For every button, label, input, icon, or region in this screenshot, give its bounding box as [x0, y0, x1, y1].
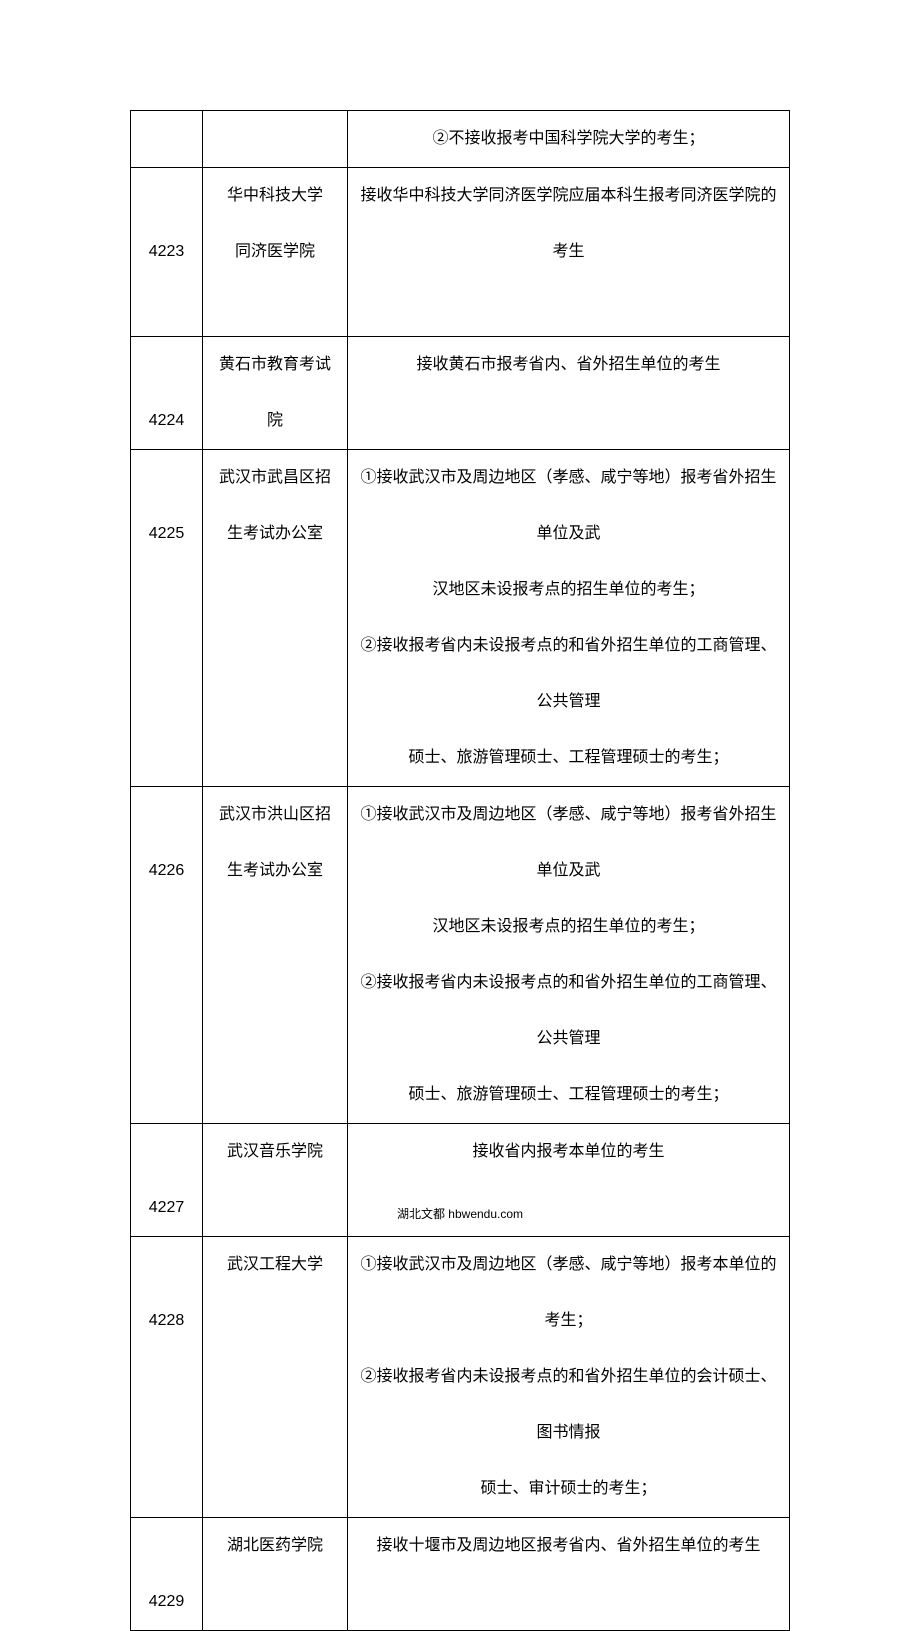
table-row: ②不接收报考中国科学院大学的考生；	[131, 111, 790, 168]
desc-line: ②接收报考省内未设报考点的和省外招生单位的工商管理、公共管理	[354, 955, 783, 1067]
name-cell: 华中科技大学同济医学院	[203, 168, 348, 337]
name-line: 院	[209, 393, 341, 449]
desc-line: 汉地区未设报考点的招生单位的考生；	[354, 562, 783, 618]
code-cell: 4229	[131, 1518, 203, 1631]
name-line: 武汉音乐学院	[209, 1124, 341, 1180]
table-row: 4226武汉市洪山区招生考试办公室①接收武汉市及周边地区（孝感、咸宁等地）报考省…	[131, 787, 790, 1124]
name-cell: 武汉市武昌区招生考试办公室	[203, 450, 348, 787]
desc-line: ①接收武汉市及周边地区（孝感、咸宁等地）报考省外招生单位及武	[354, 450, 783, 562]
desc-cell: 接收黄石市报考省内、省外招生单位的考生	[348, 337, 790, 450]
desc-cell: ①接收武汉市及周边地区（孝感、咸宁等地）报考本单位的考生；②接收报考省内未设报考…	[348, 1237, 790, 1518]
desc-line: ②不接收报考中国科学院大学的考生；	[354, 111, 783, 167]
code-cell: 4225	[131, 450, 203, 787]
code-value: 4224	[137, 393, 196, 449]
name-cell	[203, 111, 348, 168]
desc-line: ②接收报考省内未设报考点的和省外招生单位的工商管理、公共管理	[354, 618, 783, 730]
name-line: 生考试办公室	[209, 843, 341, 899]
desc-line: 接收黄石市报考省内、省外招生单位的考生	[354, 337, 783, 393]
table-row: 4229湖北医药学院接收十堰市及周边地区报考省内、省外招生单位的考生	[131, 1518, 790, 1631]
code-value: 4225	[137, 506, 196, 562]
desc-cell: ②不接收报考中国科学院大学的考生；	[348, 111, 790, 168]
code-cell: 4228	[131, 1237, 203, 1518]
name-line: 同济医学院	[209, 224, 341, 280]
desc-line: 硕士、旅游管理硕士、工程管理硕士的考生；	[354, 1067, 783, 1123]
table-row: 4224黄石市教育考试院接收黄石市报考省内、省外招生单位的考生	[131, 337, 790, 450]
desc-line: ②接收报考省内未设报考点的和省外招生单位的会计硕士、图书情报	[354, 1349, 783, 1461]
desc-line: ①接收武汉市及周边地区（孝感、咸宁等地）报考本单位的考生；	[354, 1237, 783, 1349]
name-cell: 黄石市教育考试院	[203, 337, 348, 450]
code-cell: 4224	[131, 337, 203, 450]
desc-line: 接收十堰市及周边地区报考省内、省外招生单位的考生	[354, 1518, 783, 1574]
desc-line: ①接收武汉市及周边地区（孝感、咸宁等地）报考省外招生单位及武	[354, 787, 783, 899]
name-line: 武汉市洪山区招	[209, 787, 341, 843]
name-cell: 武汉工程大学	[203, 1237, 348, 1518]
name-line: 黄石市教育考试	[209, 337, 341, 393]
desc-cell: ①接收武汉市及周边地区（孝感、咸宁等地）报考省外招生单位及武汉地区未设报考点的招…	[348, 787, 790, 1124]
code-value: 4223	[137, 224, 196, 280]
name-line: 湖北医药学院	[209, 1518, 341, 1574]
code-value: 4228	[137, 1293, 196, 1349]
desc-line: 硕士、旅游管理硕士、工程管理硕士的考生；	[354, 730, 783, 786]
footer-text: 湖北文都 hbwendu.com	[397, 1207, 523, 1221]
exam-sites-table: ②不接收报考中国科学院大学的考生；4223华中科技大学同济医学院接收华中科技大学…	[130, 110, 790, 1631]
code-cell: 4226	[131, 787, 203, 1124]
table-row: 4225武汉市武昌区招生考试办公室①接收武汉市及周边地区（孝感、咸宁等地）报考省…	[131, 450, 790, 787]
name-cell: 湖北医药学院	[203, 1518, 348, 1631]
table-row: 4228武汉工程大学①接收武汉市及周边地区（孝感、咸宁等地）报考本单位的考生；②…	[131, 1237, 790, 1518]
desc-line: 硕士、审计硕士的考生；	[354, 1461, 783, 1517]
desc-line: 接收省内报考本单位的考生	[354, 1124, 783, 1180]
name-line: 生考试办公室	[209, 506, 341, 562]
page-footer: 湖北文都 hbwendu.com	[0, 1205, 920, 1222]
name-line: 华中科技大学	[209, 168, 341, 224]
desc-line: 汉地区未设报考点的招生单位的考生；	[354, 899, 783, 955]
table-row: 4223华中科技大学同济医学院接收华中科技大学同济医学院应届本科生报考同济医学院…	[131, 168, 790, 337]
code-value: 4229	[137, 1574, 196, 1630]
desc-line: 接收华中科技大学同济医学院应届本科生报考同济医学院的考生	[354, 168, 783, 280]
code-value: 4226	[137, 843, 196, 899]
name-line: 武汉市武昌区招	[209, 450, 341, 506]
name-line: 武汉工程大学	[209, 1237, 341, 1293]
desc-cell: 接收华中科技大学同济医学院应届本科生报考同济医学院的考生	[348, 168, 790, 337]
code-cell	[131, 111, 203, 168]
code-cell: 4223	[131, 168, 203, 337]
desc-cell: ①接收武汉市及周边地区（孝感、咸宁等地）报考省外招生单位及武汉地区未设报考点的招…	[348, 450, 790, 787]
name-cell: 武汉市洪山区招生考试办公室	[203, 787, 348, 1124]
desc-cell: 接收十堰市及周边地区报考省内、省外招生单位的考生	[348, 1518, 790, 1631]
